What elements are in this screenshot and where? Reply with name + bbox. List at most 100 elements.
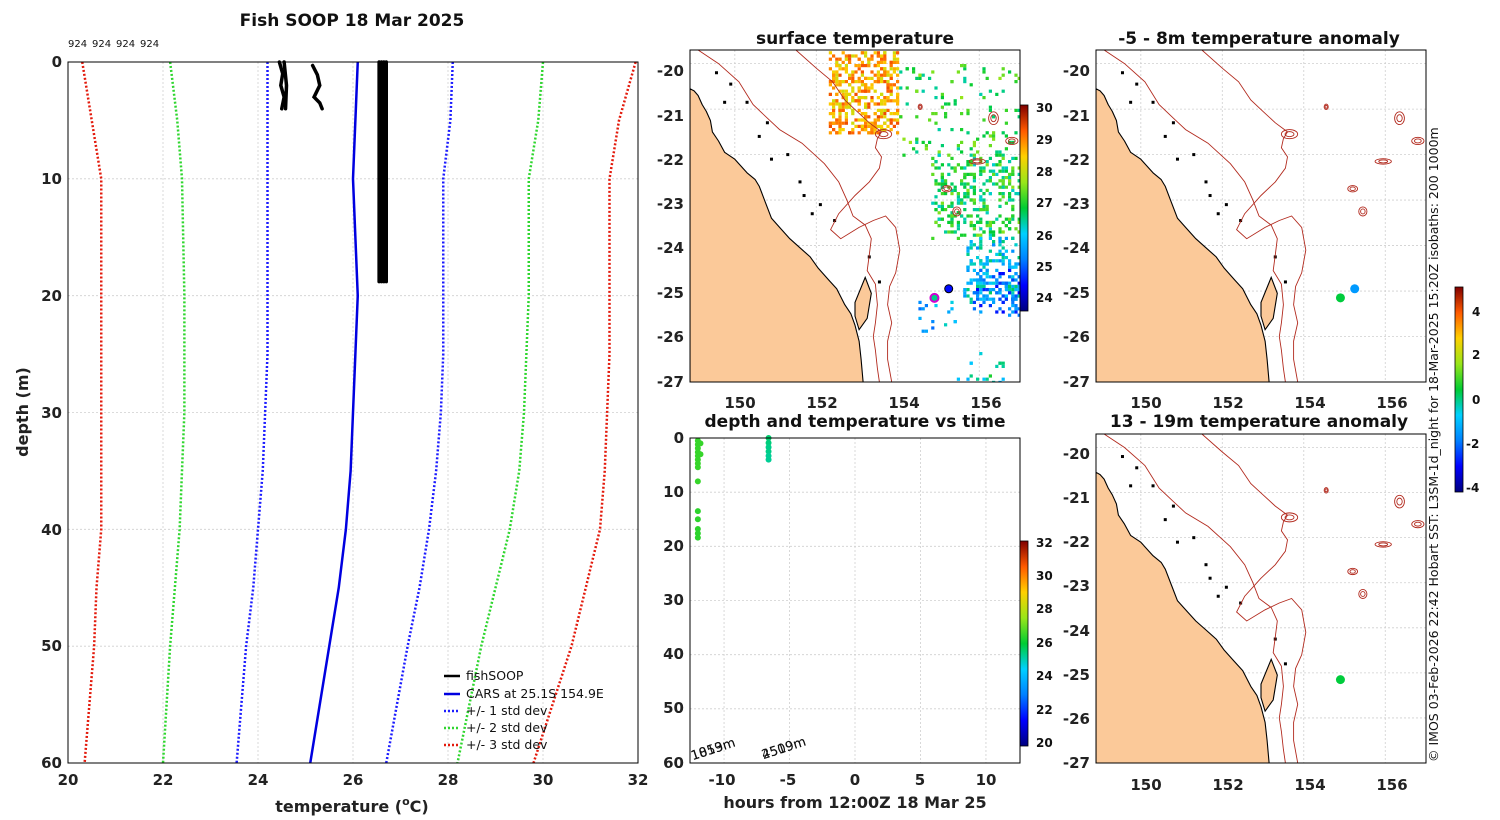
sst-colorbar-ramp — [1019, 104, 1029, 312]
sst-pixel — [860, 73, 864, 77]
sst-pixel — [992, 230, 996, 234]
sst-pixel — [972, 140, 976, 144]
sst-pixel — [969, 172, 973, 176]
sst-pixel — [854, 92, 858, 96]
sst-pixel — [1017, 288, 1020, 292]
y-tick-label: 0 — [674, 429, 684, 447]
sst-pixel — [886, 86, 890, 90]
sst-pixel — [1008, 288, 1012, 292]
sst-pixel — [864, 102, 868, 106]
sst-pixel — [854, 80, 858, 84]
sst-pixel — [960, 150, 964, 154]
sst-pixel — [934, 86, 938, 90]
sst-pixel — [838, 57, 842, 61]
sst-pixel — [873, 102, 877, 106]
sst-pixel — [966, 131, 970, 135]
sst-pixel — [998, 249, 1002, 253]
sst-pixel — [976, 281, 980, 285]
sst-pixel — [832, 86, 836, 90]
seamount-contour — [1360, 208, 1366, 215]
colorbar-tick: 26 — [1036, 636, 1053, 650]
sst-pixel — [896, 73, 900, 77]
sst-pixel — [1014, 192, 1018, 196]
sst-pixel — [985, 76, 989, 80]
sst-pixel — [864, 86, 868, 90]
sst-pixel — [896, 131, 900, 135]
sst-map-xticks: 150 152 154 156 — [724, 394, 1001, 412]
sst-pixel — [940, 208, 944, 212]
sst-pixel — [1014, 108, 1018, 112]
sst-pixel — [918, 73, 922, 77]
sst-pixel — [956, 227, 960, 231]
sst-pixel — [838, 105, 842, 109]
sst-pixel — [864, 76, 868, 80]
sst-pixel — [982, 297, 986, 301]
anomaly-colorbar: 4 2 0 -2 -4 — [1454, 286, 1480, 495]
sst-pixel — [873, 124, 877, 128]
sst-pixel — [924, 147, 928, 151]
legend-label: fishSOOP — [466, 668, 524, 683]
colorbar-tick: 25 — [1036, 260, 1053, 274]
sst-pixel — [940, 201, 944, 205]
sst-pixel — [1011, 208, 1015, 212]
colorbar-tick: 22 — [1036, 703, 1053, 717]
x-tick-label: 32 — [628, 771, 649, 789]
anomaly-shallow-map — [1095, 49, 1427, 383]
sst-pixel — [972, 268, 976, 272]
y-tick-label: -27 — [1063, 373, 1090, 391]
sst-pixel — [870, 86, 874, 90]
sst-pixel — [963, 220, 967, 224]
sst-pixel — [956, 163, 960, 167]
sst-pixel — [1004, 281, 1008, 285]
sst-pixel — [860, 89, 864, 93]
sst-pixel — [873, 80, 877, 84]
seamount-contour — [1005, 136, 1019, 146]
sst-pixel — [963, 185, 967, 189]
island — [769, 157, 773, 161]
seamount-contour — [1324, 488, 1328, 493]
sst-pixel — [896, 60, 900, 64]
sst-pixel — [883, 67, 887, 71]
sst-marker — [944, 284, 954, 294]
sst-pixel — [963, 288, 967, 292]
depth-time-xticks: -10 -5 0 5 10 — [708, 771, 996, 789]
sst-pixel — [1011, 188, 1015, 192]
sst-pixel — [854, 70, 858, 74]
sst-pixel — [969, 297, 973, 301]
colorbar-tick: 28 — [1036, 165, 1053, 179]
island — [1163, 518, 1167, 522]
y-tick-label: -25 — [1063, 666, 1090, 684]
sst-pixel — [979, 92, 983, 96]
sst-pixel — [844, 121, 848, 125]
sd1-upper-line — [385, 61, 454, 764]
island — [1135, 466, 1139, 470]
sst-pixel — [976, 284, 980, 288]
sst-pixel — [1014, 73, 1018, 77]
sst-pixel — [899, 86, 903, 90]
seamount-contour — [943, 186, 950, 191]
sst-pixel — [998, 185, 1002, 189]
sst-pixel — [860, 112, 864, 116]
sst-pixel — [1008, 176, 1012, 180]
sst-pixel — [892, 60, 896, 64]
sst-pixel — [979, 156, 983, 160]
sst-pixel — [982, 300, 986, 304]
seamount-contour — [1378, 159, 1389, 164]
sst-pixel — [867, 121, 871, 125]
sst-pixel — [998, 236, 1002, 240]
sst-pixel — [832, 105, 836, 109]
sst-pixel — [972, 163, 976, 167]
sst-pixel — [1011, 198, 1015, 202]
sst-pixel — [870, 70, 874, 74]
sst-pixel — [1008, 307, 1012, 311]
sst-pixel — [864, 64, 868, 68]
sst-pixel — [1001, 156, 1005, 160]
sst-pixel — [835, 80, 839, 84]
sst-pixel — [1017, 307, 1020, 311]
sst-pixel — [995, 92, 999, 96]
y-tick-label: -25 — [1063, 284, 1090, 302]
y-tick-label: -22 — [1063, 533, 1090, 551]
sst-pixel — [876, 115, 880, 119]
sst-pixel — [1001, 179, 1005, 183]
depth-time-point — [765, 456, 772, 463]
